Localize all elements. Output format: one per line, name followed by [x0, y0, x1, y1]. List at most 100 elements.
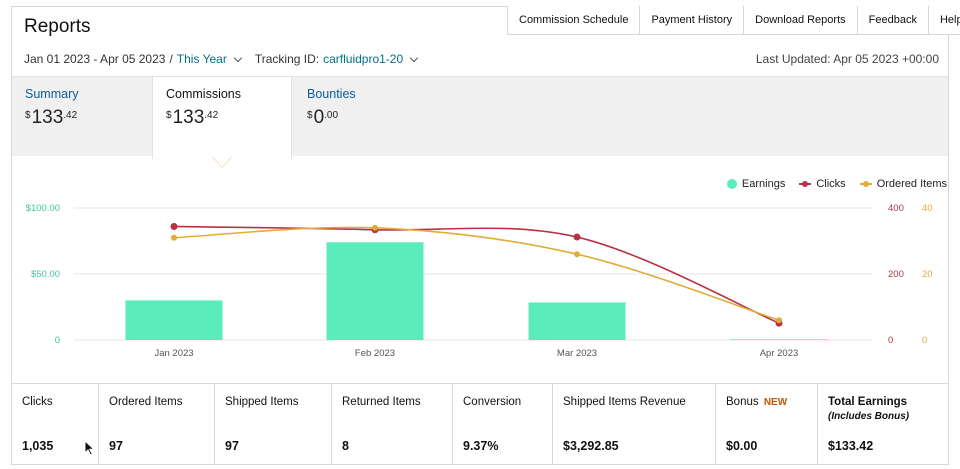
metric-label: Bonus NEW	[726, 396, 807, 408]
chart-legend: Earnings Clicks Ordered Items	[713, 178, 947, 190]
metric-label: Shipped Items	[225, 396, 299, 408]
metric-conversion: Conversion 9.37%	[453, 384, 553, 465]
chevron-down-icon[interactable]	[409, 53, 419, 62]
metric-value: 9.37%	[463, 439, 499, 453]
new-badge: NEW	[763, 397, 788, 408]
metric-value: 97	[225, 439, 239, 453]
amount-whole: 133	[172, 107, 205, 128]
tab-label: Summary	[25, 87, 79, 101]
currency-symbol: $	[25, 110, 31, 121]
clicks-point	[170, 222, 178, 230]
earnings-swatch	[726, 179, 737, 189]
metric-shipped-items-revenue: Shipped Items Revenue $3,292.85	[553, 384, 716, 465]
amount-cents: .42	[63, 110, 78, 121]
left-axis-tick: $50.00	[31, 269, 60, 280]
metric-shipped-items: Shipped Items 97	[215, 384, 332, 465]
legend-item-clicks[interactable]: Clicks	[799, 178, 846, 190]
tab-label: Bounties	[307, 87, 356, 101]
legend-item-ordered-items[interactable]: Ordered Items	[859, 178, 947, 190]
metric-value: $0.00	[726, 439, 758, 453]
page-title: Reports	[24, 16, 91, 37]
download-reports-button[interactable]: Download Reports	[744, 6, 858, 35]
metric-label: Total Earnings	[828, 396, 908, 408]
ordered-items-point	[574, 251, 580, 258]
report-tabs: Summary $ 133 .42 Commissions $ 133 .42 …	[12, 76, 948, 159]
ordered-items-point	[171, 234, 177, 241]
left-axis-tick: $100.00	[26, 203, 60, 214]
metric-ordered-items: Ordered Items 97	[99, 384, 215, 465]
amount-cents: .00	[324, 110, 339, 121]
payment-history-button[interactable]: Payment History	[640, 6, 745, 35]
earnings-bar	[125, 300, 223, 340]
earnings-bar	[326, 242, 424, 340]
tab-label: Commissions	[166, 87, 242, 101]
period-dropdown[interactable]: This Year	[176, 52, 227, 66]
top-nav: Commission Schedule Payment History Down…	[507, 6, 960, 35]
ordered-items-point	[776, 317, 782, 324]
legend-label: Earnings	[741, 178, 786, 190]
metric-bonus: Bonus NEW $0.00	[716, 384, 818, 465]
clicks-axis-tick: 0	[888, 335, 893, 346]
active-tab-pointer-fill	[213, 157, 231, 167]
metric-label: Clicks	[22, 396, 53, 408]
amount-whole: 133	[31, 107, 64, 128]
metric-value: $133.42	[828, 439, 874, 453]
ordered-items-swatch	[859, 181, 872, 187]
clicks-point	[573, 233, 581, 241]
help-button[interactable]: Help	[928, 6, 960, 35]
bonus-label: Bonus	[726, 396, 759, 408]
metric-value: 1,035	[22, 439, 54, 453]
items-axis-tick: 40	[922, 203, 933, 214]
mouse-cursor-icon	[84, 440, 96, 456]
metric-value: 8	[342, 439, 349, 453]
metric-label: Ordered Items	[109, 396, 183, 408]
earnings-bar	[730, 339, 828, 340]
x-axis-tick: Apr 2023	[760, 348, 799, 359]
x-axis-tick: Jan 2023	[154, 348, 193, 359]
date-separator: /	[169, 52, 173, 66]
metric-returned-items: Returned Items 8	[332, 384, 453, 465]
ordered-items-line	[173, 226, 780, 321]
metric-sublabel: (Includes Bonus)	[828, 411, 910, 422]
date-range: Jan 01 2023 - Apr 05 2023	[24, 52, 166, 66]
filter-bar: Jan 01 2023 - Apr 05 2023 / This Year Tr…	[24, 52, 427, 66]
x-axis-tick: Feb 2023	[355, 348, 395, 359]
metric-value: 97	[109, 439, 123, 453]
tab-commissions[interactable]: Commissions $ 133 .42	[152, 77, 292, 159]
amount-cents: .42	[204, 110, 219, 121]
chevron-down-icon[interactable]	[233, 53, 243, 62]
earnings-bar	[528, 302, 626, 340]
items-axis-tick: 20	[922, 269, 933, 280]
summary-amount: $ 133 .42	[25, 107, 139, 129]
items-axis-tick: 0	[922, 335, 927, 346]
clicks-axis-tick: 200	[888, 269, 904, 280]
tab-bounties[interactable]: Bounties $ 0 .00	[294, 77, 434, 157]
metric-label: Returned Items	[342, 396, 421, 408]
bounties-amount: $ 0 .00	[307, 107, 421, 129]
metric-label: Shipped Items Revenue	[563, 396, 686, 408]
tracking-label: Tracking ID:	[254, 52, 320, 66]
x-axis-tick: Mar 2023	[557, 348, 597, 359]
tab-summary[interactable]: Summary $ 133 .42	[12, 77, 152, 157]
legend-label: Clicks	[816, 178, 846, 190]
clicks-line	[173, 225, 780, 324]
tracking-id-dropdown[interactable]: carfluidpro1-20	[323, 52, 404, 66]
ordered-items-point	[372, 224, 378, 231]
left-axis-tick: 0	[55, 335, 60, 346]
last-updated: Last Updated: Apr 05 2023 +00:00	[755, 52, 939, 66]
metric-total-earnings: Total Earnings (Includes Bonus) $133.42	[818, 384, 948, 465]
feedback-button[interactable]: Feedback	[857, 6, 929, 35]
currency-symbol: $	[307, 110, 313, 121]
legend-label: Ordered Items	[876, 178, 947, 190]
metric-label: Conversion	[463, 396, 522, 408]
commission-schedule-button[interactable]: Commission Schedule	[507, 6, 641, 35]
clicks-axis-tick: 400	[888, 203, 904, 214]
metric-value: $3,292.85	[563, 439, 619, 453]
clicks-swatch	[799, 181, 812, 187]
metric-clicks: Clicks 1,035	[12, 384, 99, 465]
metrics-bar: Clicks 1,035 Ordered Items 97 Shipped It…	[12, 383, 948, 465]
amount-whole: 0	[313, 107, 325, 128]
legend-item-earnings[interactable]: Earnings	[726, 178, 786, 190]
currency-symbol: $	[166, 110, 172, 121]
